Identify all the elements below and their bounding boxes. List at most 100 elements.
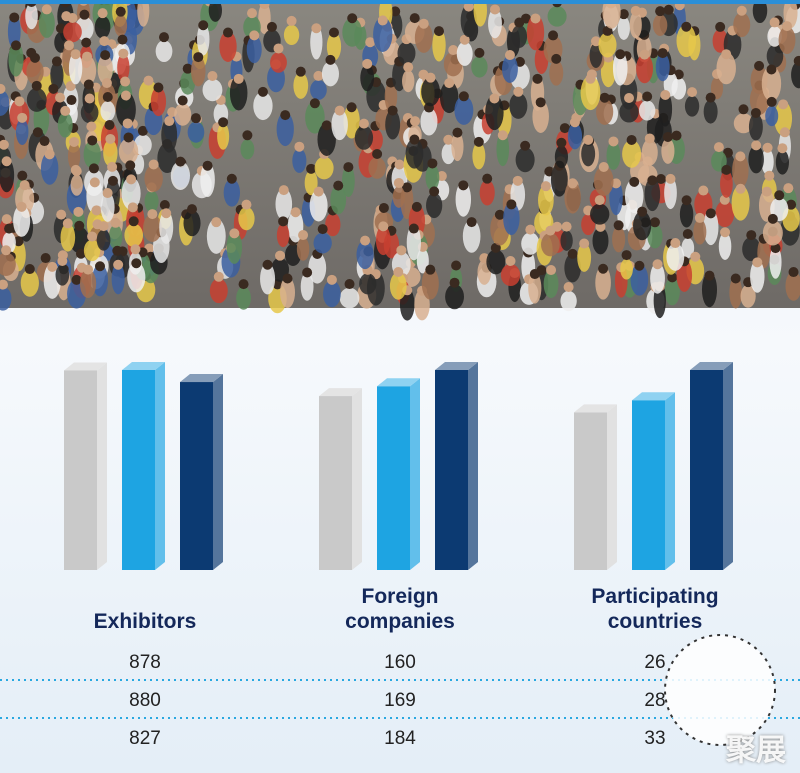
person (733, 12, 751, 38)
person (658, 91, 673, 127)
head (506, 199, 517, 210)
person (416, 248, 429, 274)
person (580, 75, 601, 111)
head (334, 105, 345, 116)
head (682, 228, 693, 239)
head (598, 162, 609, 173)
head (482, 173, 493, 184)
person (629, 11, 642, 39)
head (198, 20, 209, 31)
head (448, 45, 459, 56)
person (547, 5, 567, 27)
person (550, 162, 568, 197)
head (722, 147, 733, 158)
qr-code (664, 634, 776, 746)
person (731, 184, 750, 221)
person (325, 212, 341, 237)
head (652, 259, 663, 270)
person (577, 243, 592, 272)
person (206, 218, 226, 254)
head (458, 91, 469, 102)
head (48, 83, 59, 94)
head (401, 182, 412, 193)
person (275, 188, 293, 221)
person (593, 166, 614, 196)
person (479, 179, 495, 206)
head (490, 242, 501, 253)
person (97, 54, 113, 84)
head (639, 49, 650, 60)
head (159, 200, 170, 211)
person (208, 0, 223, 22)
person (339, 287, 360, 309)
head (148, 159, 159, 170)
head (290, 207, 301, 218)
bar-side (468, 362, 478, 570)
head (0, 83, 6, 94)
head (117, 34, 128, 45)
head (764, 170, 775, 181)
category-label: Exhibitors (93, 610, 197, 633)
head (489, 4, 500, 15)
head (32, 127, 43, 138)
person (118, 138, 139, 165)
head (211, 217, 222, 228)
head (40, 253, 51, 264)
head (110, 217, 121, 228)
head (295, 66, 306, 77)
person (26, 59, 44, 85)
head (91, 205, 102, 216)
head (81, 37, 92, 48)
person (528, 272, 542, 304)
head (249, 30, 260, 41)
head (579, 238, 590, 249)
head (387, 105, 398, 116)
person (292, 148, 307, 173)
head (504, 50, 515, 61)
person (0, 158, 15, 193)
person (100, 100, 116, 122)
person (596, 98, 614, 125)
person (718, 232, 732, 260)
head (793, 55, 800, 66)
head (130, 244, 141, 255)
head (120, 76, 131, 87)
head (738, 104, 749, 115)
head (302, 267, 313, 278)
person (246, 35, 262, 64)
head (512, 175, 523, 186)
head (190, 113, 201, 124)
person (86, 178, 104, 214)
head (273, 43, 284, 54)
head (14, 96, 25, 107)
head (393, 177, 404, 188)
person (121, 176, 141, 210)
person (420, 107, 438, 136)
head (365, 37, 376, 48)
person (343, 104, 360, 139)
head (411, 201, 422, 212)
head (458, 180, 469, 191)
head (17, 170, 28, 181)
person (296, 237, 310, 261)
head (766, 64, 777, 75)
person (55, 264, 70, 286)
person (309, 189, 328, 222)
person (283, 24, 300, 46)
person (321, 61, 339, 87)
head (95, 261, 106, 272)
person (748, 113, 763, 141)
head (766, 96, 777, 107)
head (102, 92, 113, 103)
head (1, 245, 12, 256)
person (676, 24, 697, 58)
head (118, 48, 129, 59)
person (202, 78, 223, 102)
head (681, 195, 692, 206)
person (460, 4, 477, 38)
person (313, 232, 332, 254)
head (618, 9, 629, 20)
head (505, 256, 516, 267)
head (309, 98, 320, 109)
value-label: 184 (384, 728, 416, 749)
